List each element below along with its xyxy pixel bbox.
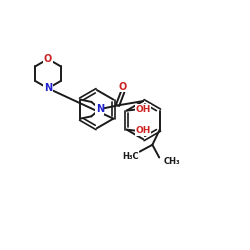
Text: OH: OH (136, 126, 151, 135)
Text: CH₃: CH₃ (164, 158, 180, 166)
Text: O: O (119, 82, 127, 92)
Text: O: O (44, 54, 52, 64)
Text: H₃C: H₃C (122, 152, 138, 160)
Text: OH: OH (136, 105, 151, 114)
Text: N: N (96, 104, 104, 114)
Text: N: N (44, 83, 52, 93)
